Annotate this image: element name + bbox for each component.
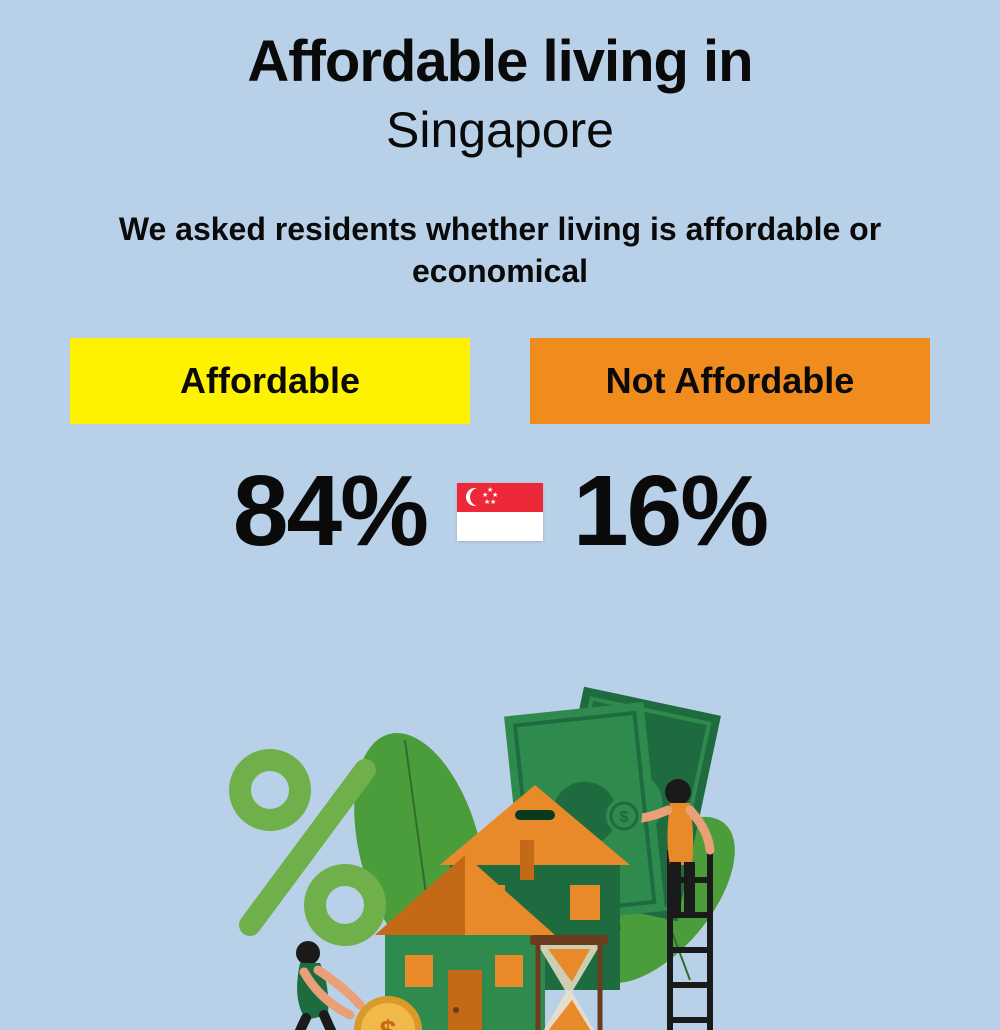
title-block: Affordable living in Singapore <box>0 0 1000 159</box>
person-left-icon <box>292 941 360 1030</box>
percent-icon <box>240 760 375 935</box>
svg-text:$: $ <box>380 1015 397 1030</box>
percent-not-affordable: 16% <box>573 454 767 569</box>
subtitle: We asked residents whether living is aff… <box>110 209 890 292</box>
singapore-flag-icon: ★ ★ ★ ★ ★ <box>457 483 543 541</box>
badge-not-affordable: Not Affordable <box>530 338 930 424</box>
badge-affordable: Affordable <box>70 338 470 424</box>
illustration: $ $ <box>200 670 800 1030</box>
svg-text:$: $ <box>620 809 629 826</box>
percent-affordable: 84% <box>233 454 427 569</box>
title-line1: Affordable living in <box>0 28 1000 95</box>
title-line2: Singapore <box>0 101 1000 159</box>
percent-row: 84% ★ ★ ★ ★ ★ 16% <box>0 454 1000 569</box>
badges-row: Affordable Not Affordable <box>70 338 930 424</box>
